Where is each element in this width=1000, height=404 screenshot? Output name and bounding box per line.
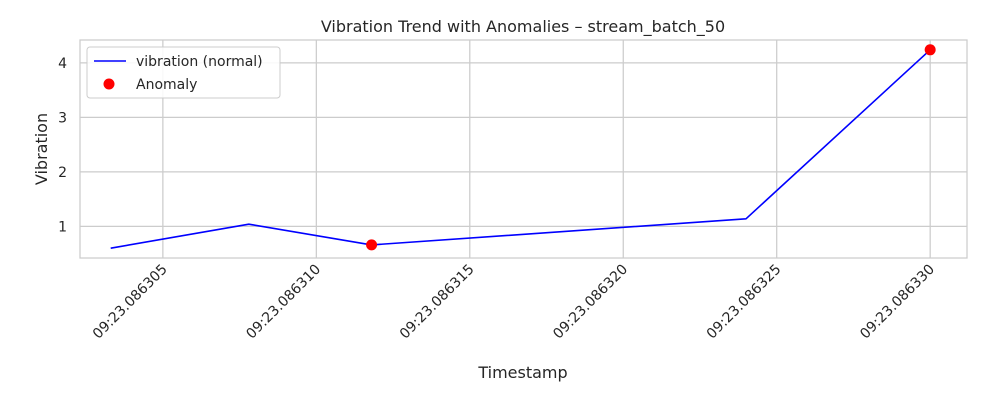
x-tick-label: 09:23.086325 — [704, 262, 785, 343]
anomaly-point — [924, 44, 936, 56]
x-tick-label: 09:23.086330 — [857, 262, 938, 343]
legend-marker-anomaly — [103, 78, 115, 90]
ticks: 09:23.086305 09:23.086310 09:23.086315 09:2… — [58, 56, 938, 342]
x-axis-label: Timestamp — [477, 363, 567, 382]
x-tick-label: 09:23.086310 — [243, 262, 324, 343]
y-tick-label: 2 — [58, 165, 67, 181]
legend-label-normal: vibration (normal) — [136, 54, 263, 70]
y-tick-label: 3 — [58, 110, 67, 126]
y-axis-label: Vibration — [32, 113, 51, 185]
anomaly-point — [366, 239, 378, 251]
plot-series — [110, 44, 936, 251]
x-tick-label: 09:23.086320 — [550, 262, 631, 343]
legend-box — [86, 46, 281, 99]
x-tick-label: 09:23.086315 — [397, 262, 478, 343]
legend-label-anomaly: Anomaly — [136, 77, 197, 93]
y-tick-label: 4 — [58, 56, 67, 72]
legend: vibration (normal) Anomaly — [86, 46, 281, 99]
y-tick-label: 1 — [58, 219, 67, 235]
chart-title: Vibration Trend with Anomalies – stream_… — [321, 17, 725, 37]
x-tick-label: 09:23.086305 — [90, 262, 171, 343]
plot-frame — [79, 39, 968, 259]
